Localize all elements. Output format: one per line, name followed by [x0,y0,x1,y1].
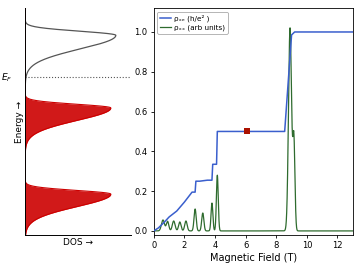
Y-axis label: Energy →: Energy → [15,100,24,143]
Text: $E_F$: $E_F$ [1,71,13,83]
X-axis label: Magnetic Field (T): Magnetic Field (T) [210,253,297,263]
X-axis label: DOS →: DOS → [63,238,93,247]
Legend: ρₓₑ (h/e² ), ρₓₓ (arb units): ρₓₑ (h/e² ), ρₓₓ (arb units) [157,12,228,34]
